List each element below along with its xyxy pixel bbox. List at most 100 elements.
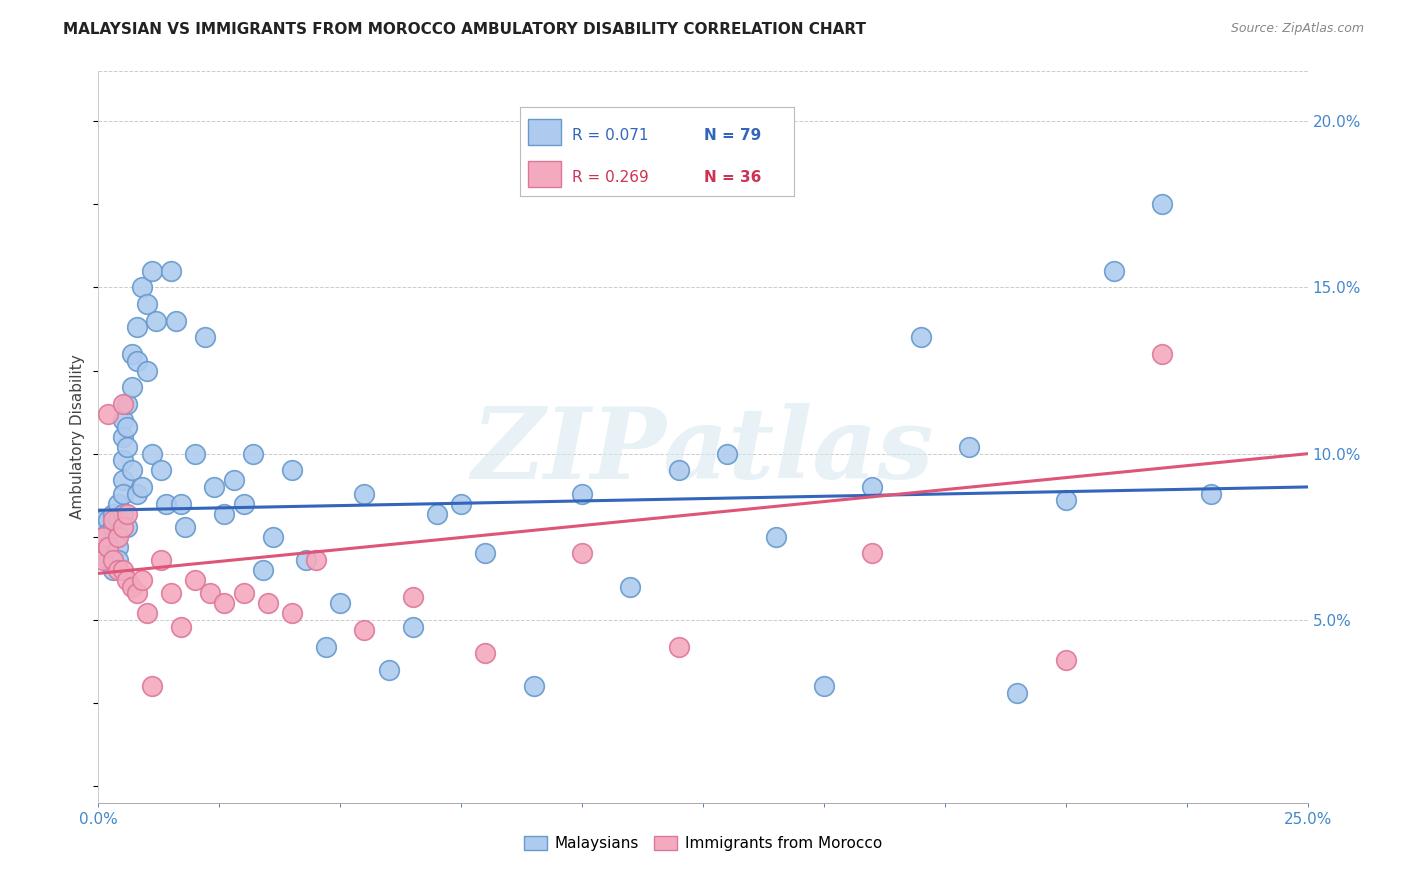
Point <box>305 553 328 567</box>
Point <box>97 526 120 541</box>
Point <box>1007 686 1029 700</box>
Point <box>1054 493 1077 508</box>
Point <box>232 586 254 600</box>
Point <box>169 619 191 633</box>
Point <box>155 497 177 511</box>
Point <box>474 546 496 560</box>
Point <box>121 580 143 594</box>
Point <box>111 413 134 427</box>
Point <box>127 486 149 500</box>
Point <box>121 463 143 477</box>
Point <box>295 553 318 567</box>
Point <box>111 507 134 521</box>
Point <box>117 440 139 454</box>
Point <box>765 530 787 544</box>
Point <box>194 330 217 344</box>
Point <box>91 530 114 544</box>
Point <box>668 463 690 477</box>
Point <box>97 540 120 554</box>
Point <box>91 553 114 567</box>
Point <box>860 546 883 560</box>
Point <box>111 430 134 444</box>
Point <box>121 347 143 361</box>
Point <box>141 264 163 278</box>
Text: Source: ZipAtlas.com: Source: ZipAtlas.com <box>1230 22 1364 36</box>
Point <box>212 596 235 610</box>
Point <box>101 507 124 521</box>
Point <box>107 530 129 544</box>
Point <box>402 590 425 604</box>
Point <box>262 530 284 544</box>
Point <box>111 520 134 534</box>
Point <box>256 596 278 610</box>
Point <box>111 453 134 467</box>
Point <box>910 330 932 344</box>
Point <box>232 497 254 511</box>
Point <box>212 507 235 521</box>
Point <box>184 573 207 587</box>
Point <box>377 663 399 677</box>
FancyBboxPatch shape <box>529 119 561 145</box>
Text: R = 0.071: R = 0.071 <box>572 128 648 143</box>
Point <box>450 497 472 511</box>
Point <box>111 397 134 411</box>
Point <box>111 486 134 500</box>
Point <box>281 607 304 621</box>
Point <box>1152 347 1174 361</box>
Point <box>141 680 163 694</box>
Point <box>150 553 173 567</box>
Point <box>571 546 593 560</box>
Text: MALAYSIAN VS IMMIGRANTS FROM MOROCCO AMBULATORY DISABILITY CORRELATION CHART: MALAYSIAN VS IMMIGRANTS FROM MOROCCO AMB… <box>63 22 866 37</box>
Point <box>141 447 163 461</box>
Point <box>117 420 139 434</box>
Text: N = 79: N = 79 <box>704 128 761 143</box>
Legend: Malaysians, Immigrants from Morocco: Malaysians, Immigrants from Morocco <box>517 830 889 857</box>
Point <box>101 563 124 577</box>
Point <box>97 553 120 567</box>
Point <box>107 513 129 527</box>
Point <box>127 353 149 368</box>
Point <box>281 463 304 477</box>
Point <box>184 447 207 461</box>
Point <box>107 553 129 567</box>
Point <box>117 507 139 521</box>
Point <box>165 314 187 328</box>
Point <box>101 553 124 567</box>
Point <box>117 573 139 587</box>
Point <box>101 533 124 548</box>
Point <box>169 497 191 511</box>
Point <box>619 580 641 594</box>
Point <box>1102 264 1125 278</box>
Point <box>97 540 120 554</box>
Point <box>426 507 449 521</box>
FancyBboxPatch shape <box>529 161 561 187</box>
Point <box>1152 197 1174 211</box>
Point <box>91 530 114 544</box>
Point <box>107 563 129 577</box>
Point <box>957 440 980 454</box>
Point <box>107 526 129 541</box>
Point <box>174 520 197 534</box>
Point <box>716 447 738 461</box>
Point <box>329 596 352 610</box>
Point <box>117 397 139 411</box>
Point <box>107 497 129 511</box>
Point <box>813 680 835 694</box>
Point <box>91 546 114 560</box>
Point <box>353 623 375 637</box>
Point <box>571 486 593 500</box>
Point <box>160 586 183 600</box>
Point <box>402 619 425 633</box>
Point <box>474 646 496 660</box>
Point <box>131 280 153 294</box>
Point <box>135 297 157 311</box>
Point <box>97 513 120 527</box>
Point <box>127 586 149 600</box>
Text: N = 36: N = 36 <box>704 169 761 185</box>
Point <box>860 480 883 494</box>
Point <box>135 363 157 377</box>
Text: R = 0.269: R = 0.269 <box>572 169 650 185</box>
Point <box>135 607 157 621</box>
Point <box>111 563 134 577</box>
Point <box>353 486 375 500</box>
